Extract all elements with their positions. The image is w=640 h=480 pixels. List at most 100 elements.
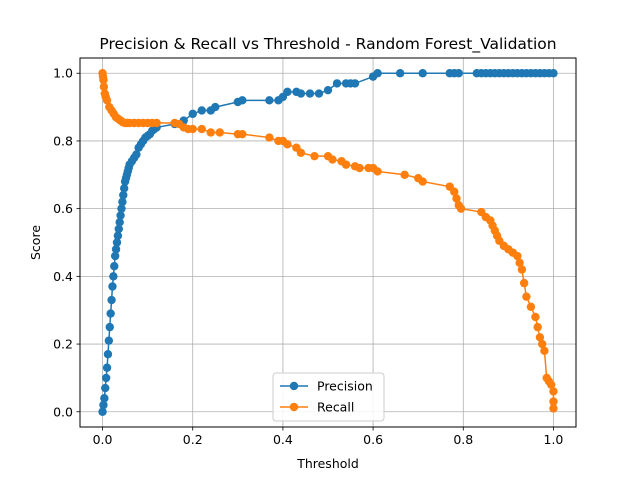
precision-point: [115, 217, 124, 227]
recall-point: [310, 151, 319, 161]
recall-point: [452, 194, 461, 203]
y-axis-label: Score: [28, 225, 43, 260]
recall-point: [400, 170, 409, 179]
precision-point: [98, 407, 107, 416]
y-tick-label: 0.6: [53, 201, 73, 216]
legend-swatch-marker: [289, 381, 299, 391]
precision-point: [100, 394, 109, 403]
recall-point: [519, 278, 529, 288]
precision-point: [116, 211, 125, 220]
precision-point: [112, 238, 122, 247]
recall-point: [355, 163, 364, 173]
chart-title: Precision & Recall vs Threshold - Random…: [99, 35, 556, 54]
recall-point: [513, 251, 522, 261]
precision-point: [314, 89, 324, 98]
precision-point: [265, 96, 274, 105]
precision-point: [283, 87, 292, 97]
recall-point: [515, 258, 524, 268]
precision-point: [104, 336, 114, 345]
recall-point: [99, 75, 108, 85]
recall-point: [549, 404, 558, 413]
recall-point: [450, 187, 459, 196]
x-tick-label: 0.4: [273, 432, 293, 447]
recall-point: [238, 129, 247, 139]
x-tick-label: 0.2: [183, 432, 203, 447]
x-axis-label: Threshold: [296, 456, 359, 471]
recall-point: [215, 128, 224, 137]
grid-lines: [80, 58, 576, 427]
precision-point: [332, 79, 342, 88]
precision-point: [103, 350, 113, 359]
x-tick-label: 0.8: [453, 432, 473, 447]
legend-label: Precision: [317, 379, 373, 394]
precision-point: [373, 69, 382, 78]
recall-point: [283, 140, 292, 149]
recall-point: [99, 82, 109, 91]
recall-point: [535, 333, 545, 342]
precision-point: [105, 322, 114, 332]
legend: Precision Recall: [272, 372, 385, 422]
precision-point: [114, 224, 123, 234]
precision-point: [119, 190, 128, 200]
precision-point: [101, 383, 110, 393]
legend-item-recall: Recall: [280, 400, 354, 415]
recall-point: [102, 96, 112, 105]
legend-swatch-marker: [289, 402, 299, 412]
recall-point: [197, 124, 206, 134]
x-tick-label: 0.0: [93, 432, 113, 447]
recall-point: [533, 322, 542, 332]
recall-point: [547, 380, 556, 389]
recall-point: [549, 397, 558, 406]
legend-box: [272, 372, 385, 422]
precision-point: [418, 69, 427, 78]
recall-point: [540, 346, 549, 356]
recall-point: [296, 148, 306, 157]
x-tick-label: 0.6: [363, 432, 383, 447]
recall-point: [522, 292, 531, 301]
precision-point: [101, 373, 111, 383]
recall-point: [526, 302, 536, 312]
legend-label: Recall: [317, 400, 354, 415]
axis-ticks: 0.0 0.2 0.4 0.6 0.8 1.0 0.0 0.2 0.4 0.6 0.8 1.0: [53, 66, 563, 447]
precision-point: [110, 261, 119, 271]
precision-point: [107, 295, 116, 305]
precision-point: [549, 69, 558, 78]
recall-point: [265, 133, 274, 142]
recall-point: [549, 387, 558, 396]
series-layer: [98, 69, 558, 416]
precision-point: [109, 272, 118, 281]
precision-point: [211, 102, 220, 112]
recall-point: [206, 128, 215, 137]
precision-point: [197, 106, 206, 115]
precision-point: [238, 96, 247, 105]
y-tick-label: 0.0: [53, 404, 73, 419]
recall-point: [341, 160, 351, 169]
precision-point: [188, 109, 197, 119]
precision-point: [454, 69, 463, 78]
recall-point: [531, 312, 540, 322]
y-tick-label: 0.2: [53, 337, 73, 352]
recall-point: [328, 155, 337, 164]
series-recall: [98, 69, 558, 413]
recall-point: [517, 265, 527, 274]
series-precision: [98, 69, 558, 416]
precision-point: [108, 282, 117, 291]
precision-point: [323, 85, 333, 95]
recall-point: [373, 167, 382, 176]
recall-point: [456, 204, 466, 213]
precision-point: [99, 400, 108, 410]
precision-point: [132, 150, 141, 159]
y-tick-label: 0.4: [53, 269, 73, 284]
precision-point: [102, 363, 112, 372]
legend-item-precision: Precision: [280, 379, 373, 394]
plot-area-frame: [79, 57, 577, 428]
recall-point: [418, 177, 427, 186]
precision-point: [350, 79, 360, 88]
precision-point: [395, 69, 405, 78]
recall-point: [152, 118, 161, 128]
precision-point: [113, 231, 123, 240]
precision-point: [106, 309, 115, 318]
precision-point: [296, 89, 306, 98]
precision-point: [117, 204, 126, 213]
